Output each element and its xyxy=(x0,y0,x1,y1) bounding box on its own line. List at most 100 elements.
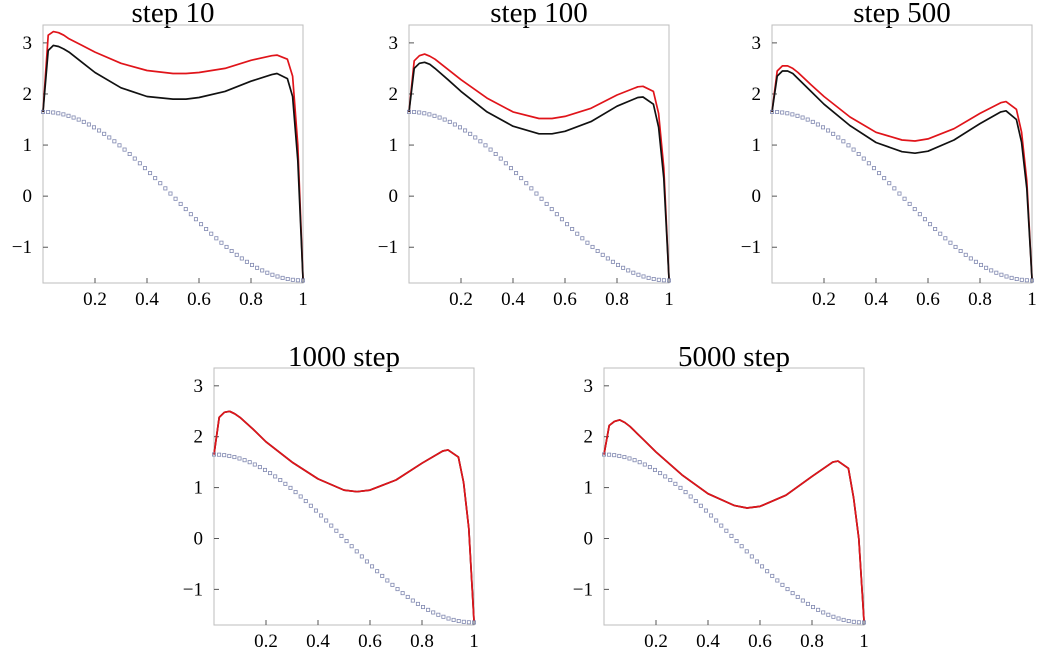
chart-panel-1: step 10 3 2 1 0 −1 0.2 0.4 0.6 0.8 1 xyxy=(12,0,308,310)
reference-point xyxy=(122,147,127,152)
reference-point xyxy=(636,272,641,277)
x-tick-label: 1 xyxy=(298,289,308,310)
y-tick-label: 0 xyxy=(194,528,204,549)
reference-point xyxy=(897,191,902,196)
reference-point xyxy=(866,161,871,166)
reference-point xyxy=(417,110,422,115)
reference-point xyxy=(324,518,329,523)
reference-point xyxy=(785,111,790,116)
reference-point xyxy=(770,573,775,578)
reference-point xyxy=(406,109,411,114)
reference-point xyxy=(229,248,234,253)
y-tick-label: 0 xyxy=(389,186,399,207)
reference-point xyxy=(856,151,861,156)
reference-point xyxy=(473,135,478,140)
x-tick-label: 0.6 xyxy=(187,289,211,310)
reference-point xyxy=(529,186,534,191)
lower-curve xyxy=(42,44,304,279)
reference-point xyxy=(71,115,76,120)
reference-point xyxy=(816,607,821,612)
reference-point xyxy=(811,605,816,610)
reference-point xyxy=(427,112,432,117)
reference-point xyxy=(953,244,958,249)
y-tick-label: 2 xyxy=(752,84,762,105)
reference-point xyxy=(775,578,780,583)
reference-point xyxy=(984,265,989,270)
reference-point xyxy=(846,619,851,624)
reference-point xyxy=(188,212,193,217)
reference-point xyxy=(948,240,953,245)
x-tick-label: 1 xyxy=(469,631,479,652)
reference-point xyxy=(805,117,810,122)
reference-point xyxy=(724,528,729,533)
y-tick-label: −1 xyxy=(183,579,203,600)
reference-point xyxy=(178,201,183,206)
x-tick-label: 0.2 xyxy=(254,631,278,652)
reference-point xyxy=(958,248,963,253)
reference-point xyxy=(385,578,390,583)
reference-point xyxy=(826,612,831,617)
x-tick-label: 0.6 xyxy=(553,289,577,310)
reference-point xyxy=(595,248,600,253)
reference-point xyxy=(544,201,549,206)
reference-point xyxy=(632,458,637,463)
reference-point xyxy=(81,119,86,124)
x-tick-label: 0.2 xyxy=(812,289,836,310)
reference-point xyxy=(693,499,698,504)
reference-point xyxy=(415,601,420,606)
x-tick-label: 0.6 xyxy=(916,289,940,310)
y-tick-label: 0 xyxy=(752,186,762,207)
reference-point xyxy=(265,270,270,275)
reference-point xyxy=(631,270,636,275)
reference-point xyxy=(204,227,209,232)
reference-point xyxy=(173,196,178,201)
y-tick-label: 3 xyxy=(752,33,762,54)
reference-point xyxy=(815,122,820,127)
y-tick-label: −1 xyxy=(378,237,398,258)
reference-point xyxy=(273,474,278,479)
reference-point xyxy=(153,176,158,181)
reference-point xyxy=(234,252,239,257)
y-tick-label: 1 xyxy=(389,135,399,156)
reference-point xyxy=(994,270,999,275)
reference-point xyxy=(313,508,318,513)
reference-point xyxy=(41,109,46,114)
reference-point xyxy=(810,119,815,124)
reference-point xyxy=(127,151,132,156)
reference-point xyxy=(943,236,948,241)
reference-point xyxy=(252,462,257,467)
reference-point xyxy=(851,147,856,152)
reference-point xyxy=(928,222,933,227)
reference-point xyxy=(239,256,244,261)
reference-point xyxy=(999,272,1004,277)
reference-point xyxy=(534,191,539,196)
x-tick-label: 0.8 xyxy=(968,289,992,310)
reference-point xyxy=(498,156,503,161)
reference-point xyxy=(600,252,605,257)
reference-point xyxy=(646,275,651,280)
upper-curve xyxy=(213,410,475,621)
y-tick-label: 3 xyxy=(194,376,204,397)
reference-point xyxy=(214,236,219,241)
reference-point xyxy=(826,128,831,133)
reference-point xyxy=(907,201,912,206)
reference-point xyxy=(770,109,775,114)
reference-point xyxy=(651,277,656,282)
reference-point xyxy=(452,122,457,127)
reference-point xyxy=(463,128,468,133)
y-tick-label: 2 xyxy=(584,427,594,448)
reference-point xyxy=(412,110,417,115)
reference-point xyxy=(973,259,978,264)
reference-point xyxy=(431,610,436,615)
reference-point xyxy=(917,212,922,217)
y-tick-label: 3 xyxy=(584,376,594,397)
x-tick-label: 0.8 xyxy=(239,289,263,310)
y-tick-label: 2 xyxy=(194,427,204,448)
reference-point xyxy=(46,110,51,115)
reference-point xyxy=(293,490,298,495)
reference-point xyxy=(760,564,765,569)
reference-point xyxy=(457,125,462,130)
reference-point xyxy=(446,616,451,621)
reference-point xyxy=(421,605,426,610)
